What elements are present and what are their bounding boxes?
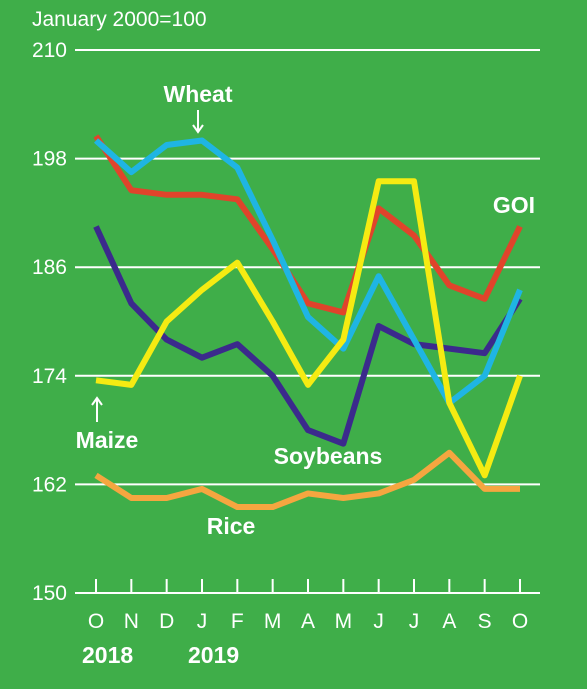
x-tick-label: J (373, 610, 384, 633)
x-tick-label: F (231, 610, 244, 633)
x-tick-label: D (159, 610, 174, 633)
x-tick-label: S (478, 610, 492, 633)
series-line-rice (94, 449, 520, 511)
x-tick-label: A (301, 610, 315, 633)
y-axis: 150 162 174 186 198 210 (32, 39, 67, 605)
x-tick-label: N (124, 610, 139, 633)
year-label: 2019 (188, 642, 239, 668)
series-line-soybeans (93, 225, 523, 447)
series-line-goi (93, 134, 523, 316)
series-labels: Wheat GOI Soybeans Maize Rice (76, 81, 535, 539)
x-tick-label: A (442, 610, 456, 633)
series-label-rice: Rice (207, 513, 256, 539)
x-tick-label: M (264, 610, 282, 633)
arrowhead-wheat (192, 124, 204, 134)
x-tick-label: O (88, 610, 104, 633)
y-tick-label: 162 (32, 473, 67, 496)
x-tick-label: M (335, 610, 353, 633)
x-tick-label: J (409, 610, 420, 633)
year-label: 2018 (82, 642, 133, 668)
y-tick-label: 150 (32, 582, 67, 605)
y-tick-label: 186 (32, 256, 67, 279)
series-label-soybeans: Soybeans (274, 443, 383, 469)
series-label-maize: Maize (76, 427, 139, 453)
x-tick-label: J (197, 610, 208, 633)
y-tick-label: 210 (32, 39, 67, 62)
x-tick-label: O (512, 610, 528, 633)
y-tick-label: 174 (32, 365, 67, 388)
gridlines (75, 49, 540, 486)
y-tick-label: 198 (32, 148, 67, 171)
unit-label: January 2000=100 (32, 8, 207, 31)
series-lines (93, 134, 523, 511)
series-line-wheat (93, 137, 523, 406)
arrowhead-maize (91, 396, 103, 406)
series-line-maize (95, 178, 523, 479)
series-label-goi: GOI (493, 192, 535, 218)
series-label-wheat: Wheat (164, 81, 233, 107)
